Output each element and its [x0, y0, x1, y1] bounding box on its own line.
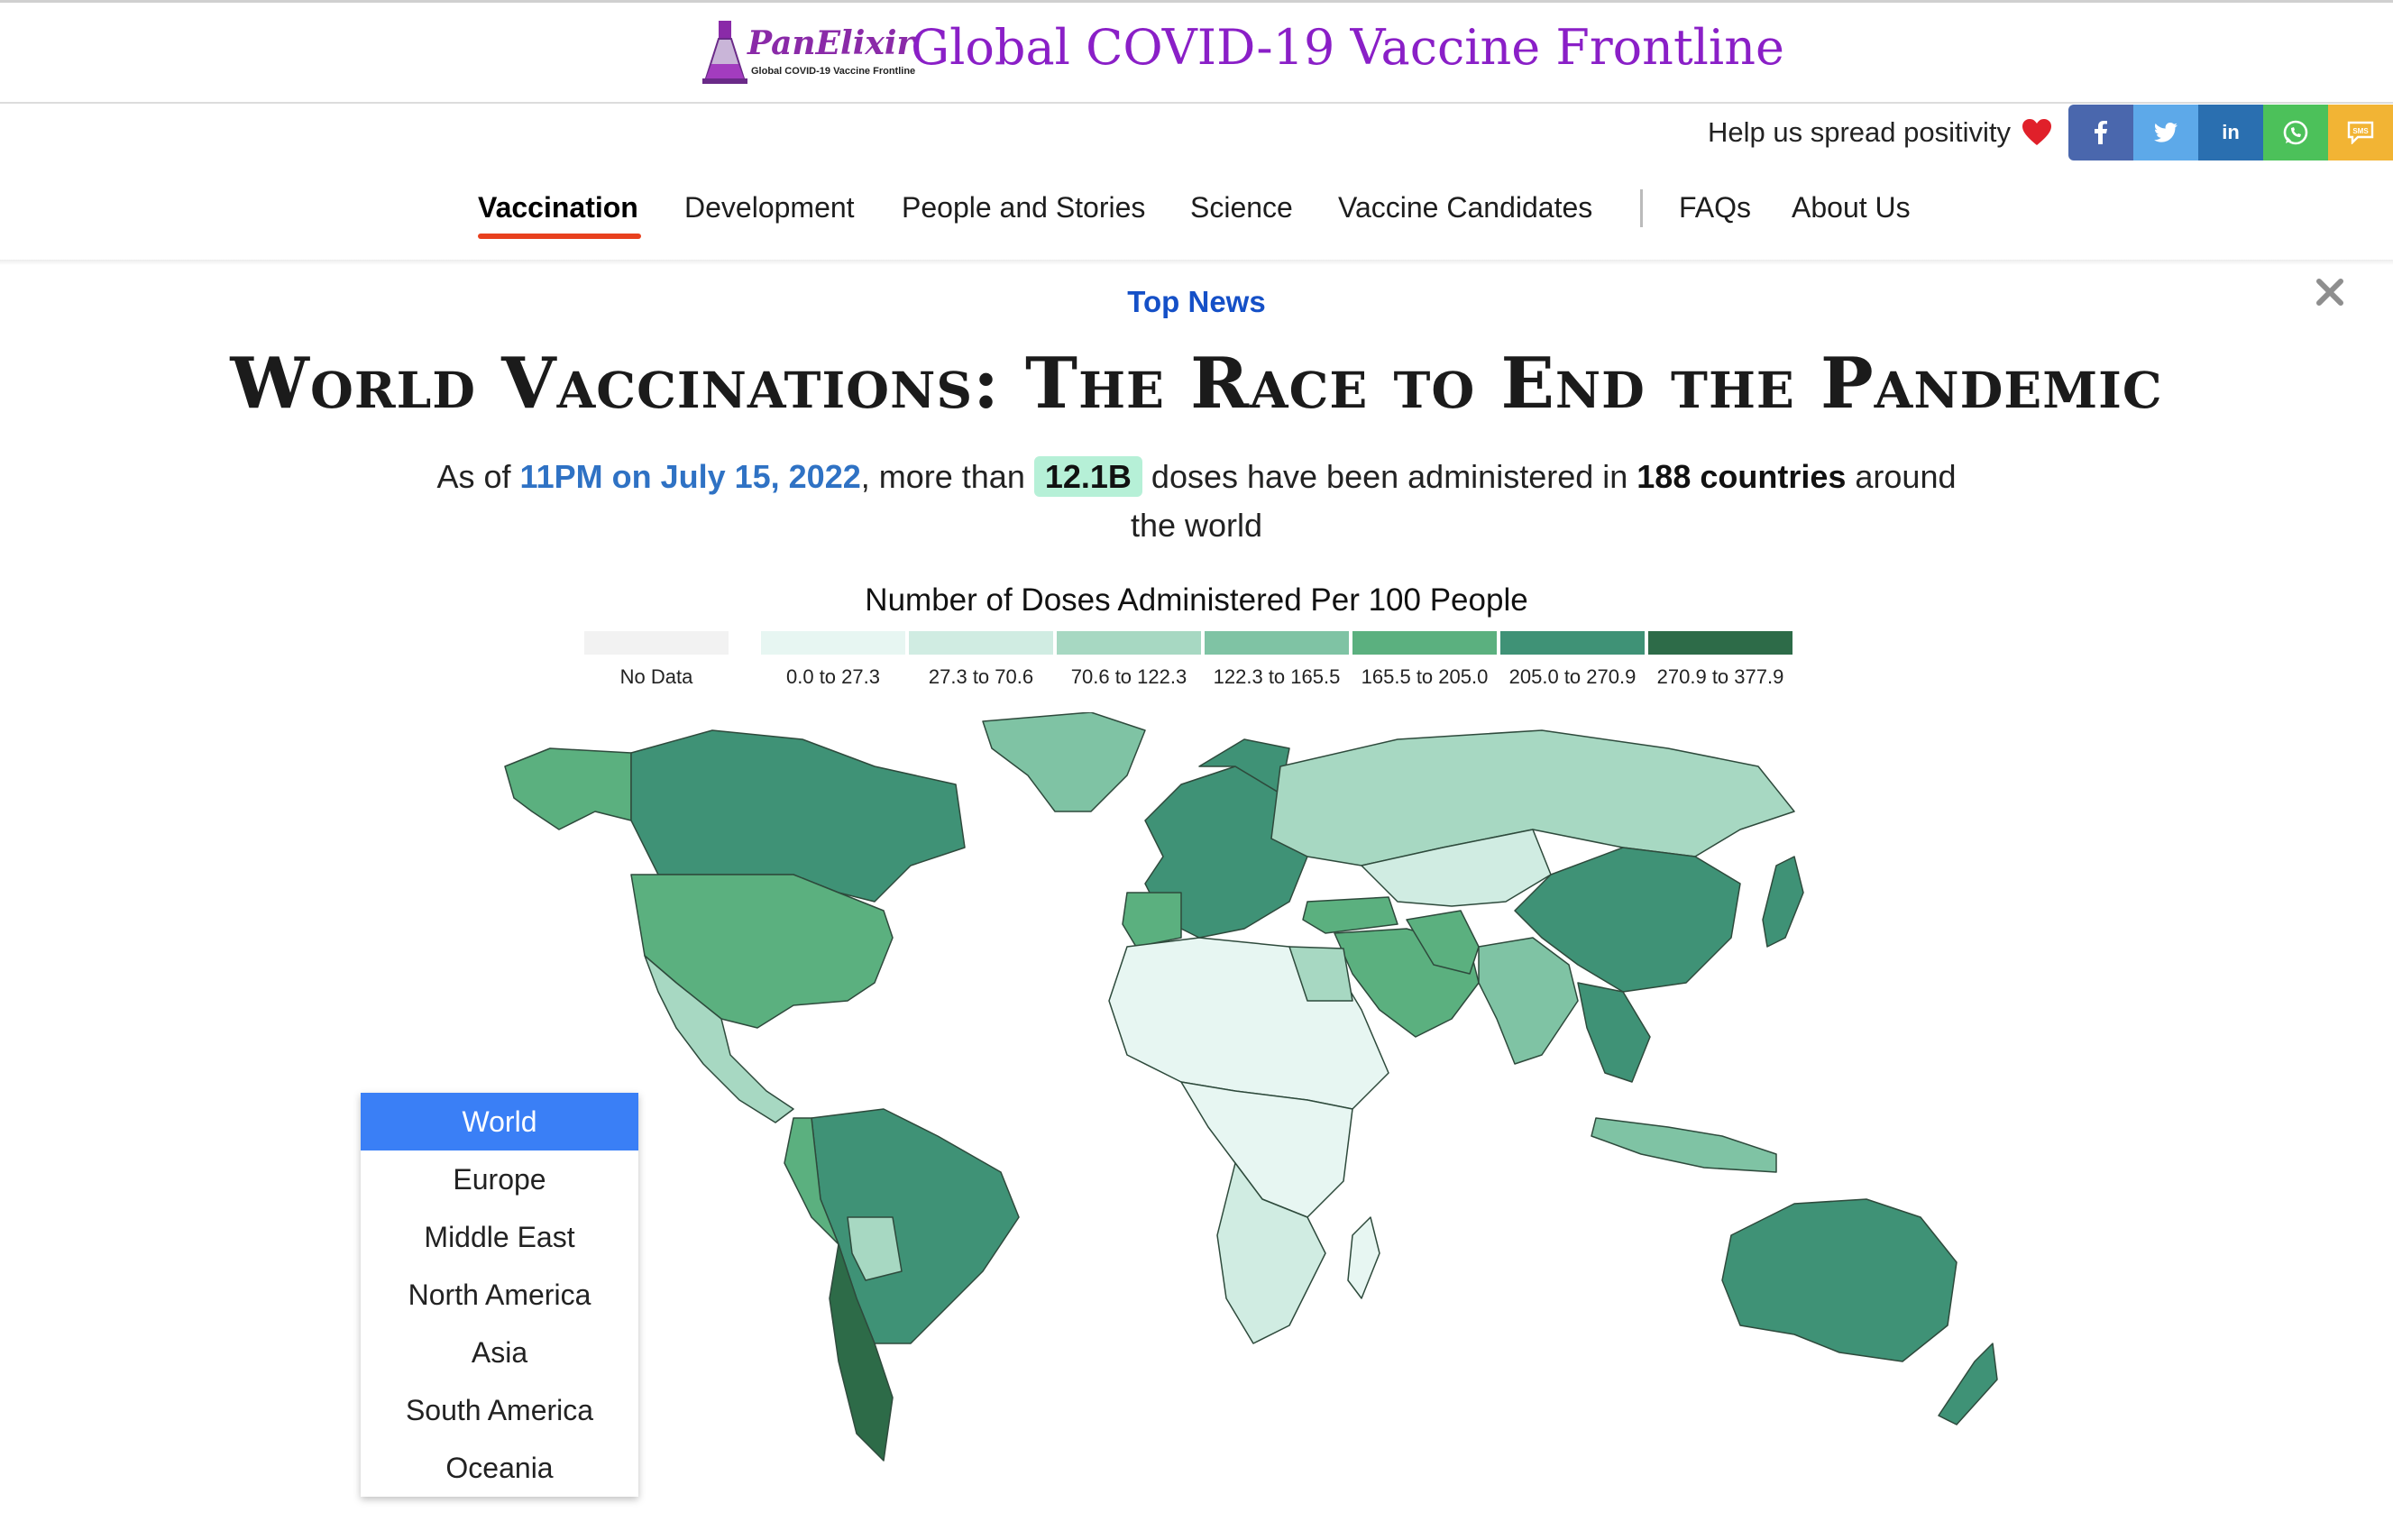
facebook-share-button[interactable] [2068, 105, 2133, 160]
map-region-greenland[interactable] [982, 712, 1146, 812]
vaccination-summary: As of 11PM on July 15, 2022, more than 1… [415, 453, 1978, 550]
summary-prefix: As of [436, 458, 520, 495]
whatsapp-icon [2283, 120, 2308, 145]
page-title: World Vaccinations: The Race to End the … [230, 343, 2163, 425]
nav-vaccine-candidates[interactable]: Vaccine Candidates [1338, 191, 1593, 224]
map-region-china[interactable] [1514, 847, 1741, 993]
map-region-mexico[interactable] [644, 955, 794, 1123]
legend-item-1: 0.0 to 27.3 [761, 631, 905, 689]
map-region-iberia[interactable] [1122, 892, 1182, 948]
summary-date: 11PM on July 15, 2022 [519, 458, 861, 495]
region-selector: World Europe Middle East North America A… [361, 1093, 638, 1497]
countries-count: 188 countries [1637, 458, 1847, 495]
heart-icon [2022, 119, 2051, 145]
flask-logo-icon [702, 21, 747, 84]
sms-icon: SMS [2347, 121, 2374, 144]
legend-item-5: 165.5 to 205.0 [1352, 631, 1497, 689]
map-region-turkey[interactable] [1302, 896, 1398, 934]
site-title[interactable]: Global COVID-19 Vaccine Frontline [911, 19, 1784, 76]
map-region-alaska[interactable] [504, 747, 632, 830]
twitter-share-button[interactable] [2133, 105, 2198, 160]
map-region-madagascar[interactable] [1347, 1216, 1380, 1299]
share-bar: Help us spread positivity in SMS [1708, 105, 2393, 160]
map-region-southern-africa[interactable] [1216, 1162, 1326, 1344]
legend-label: 0.0 to 27.3 [786, 665, 880, 688]
region-option-world[interactable]: World [361, 1093, 638, 1150]
legend-label: No Data [619, 665, 693, 688]
summary-mid1: , more than [860, 458, 1034, 495]
region-option-asia[interactable]: Asia [471, 1335, 528, 1369]
map-region-australia[interactable] [1721, 1198, 1957, 1362]
site-header: PanElixir Global COVID-19 Vaccine Frontl… [0, 3, 2393, 104]
svg-text:SMS: SMS [2352, 127, 2369, 135]
map-region-central-africa[interactable] [1180, 1081, 1353, 1218]
map-region-new-zealand[interactable] [1938, 1343, 1998, 1425]
map-region-japan[interactable] [1762, 856, 1804, 948]
map-region-chile-argentina[interactable] [829, 1243, 894, 1462]
legend-label: 70.6 to 122.3 [1070, 665, 1187, 688]
legend-item-7: 270.9 to 377.9 [1648, 631, 1792, 689]
nav-divider [0, 260, 2393, 265]
legend-swatch [1352, 631, 1497, 655]
main-nav: Vaccination Development People and Stori… [0, 186, 2393, 239]
linkedin-share-button[interactable]: in [2198, 105, 2263, 160]
legend-label: 122.3 to 165.5 [1213, 665, 1341, 688]
whatsapp-share-button[interactable] [2263, 105, 2328, 160]
nav-science[interactable]: Science [1190, 191, 1293, 224]
nav-people-and-stories[interactable]: People and Stories [902, 191, 1146, 224]
nav-vaccination[interactable]: Vaccination [478, 191, 638, 224]
summary-mid2: doses have been administered in [1141, 458, 1637, 495]
legend-item-4: 122.3 to 165.5 [1205, 631, 1349, 689]
legend-swatch [909, 631, 1053, 655]
legend-item-2: 27.3 to 70.6 [909, 631, 1053, 689]
facebook-icon [2095, 121, 2107, 144]
sms-share-button[interactable]: SMS [2328, 105, 2393, 160]
nav-about-us[interactable]: About Us [1792, 191, 1911, 224]
legend-title: Number of Doses Administered Per 100 Peo… [865, 582, 1528, 618]
logo-name: PanElixir [747, 24, 914, 62]
legend-item-no-data: No Data [584, 631, 729, 689]
map-region-central-asia[interactable] [1361, 829, 1552, 907]
legend-swatch [1057, 631, 1201, 655]
nav-development[interactable]: Development [684, 191, 855, 224]
share-prompt: Help us spread positivity [1708, 116, 2011, 148]
map-region-bolivia[interactable] [847, 1216, 903, 1281]
doses-count-badge: 12.1B [1033, 456, 1142, 497]
map-region-indonesia[interactable] [1591, 1117, 1777, 1173]
nav-faqs[interactable]: FAQs [1679, 191, 1752, 224]
region-option-middle-east[interactable]: Middle East [424, 1220, 575, 1253]
summary-suffix: around the world [1130, 458, 1957, 544]
legend-label: 165.5 to 205.0 [1361, 665, 1489, 688]
legend-item-6: 205.0 to 270.9 [1500, 631, 1645, 689]
map-region-iran[interactable] [1406, 910, 1480, 975]
legend-swatch [1500, 631, 1645, 655]
map-region-india[interactable] [1478, 937, 1579, 1065]
nav-separator [1640, 189, 1643, 227]
site-logo[interactable]: PanElixir Global COVID-19 Vaccine Frontl… [699, 17, 915, 86]
map-region-egypt[interactable] [1288, 946, 1353, 1002]
legend-swatch [1648, 631, 1792, 655]
legend-label: 205.0 to 270.9 [1508, 665, 1637, 688]
close-icon[interactable] [2314, 276, 2346, 308]
top-news-link[interactable]: Top News [1127, 285, 1266, 318]
top-border [0, 0, 2393, 3]
legend-label: 27.3 to 70.6 [928, 665, 1034, 688]
logo-subtitle: Global COVID-19 Vaccine Frontline [751, 66, 916, 77]
region-option-europe[interactable]: Europe [453, 1162, 546, 1196]
region-option-oceania[interactable]: Oceania [445, 1451, 554, 1484]
world-vaccination-map[interactable] [496, 712, 2011, 1470]
legend-item-3: 70.6 to 122.3 [1057, 631, 1201, 689]
linkedin-icon: in [2222, 121, 2240, 143]
region-option-north-america[interactable]: North America [408, 1278, 591, 1311]
legend-swatch [761, 631, 905, 655]
region-option-south-america[interactable]: South America [405, 1393, 594, 1426]
legend-label: 270.9 to 377.9 [1656, 665, 1784, 688]
nav-active-underline [478, 234, 641, 239]
map-region-se-asia[interactable] [1577, 982, 1651, 1083]
twitter-icon [2154, 123, 2178, 142]
legend-swatch [584, 631, 729, 655]
legend-swatch [1205, 631, 1349, 655]
